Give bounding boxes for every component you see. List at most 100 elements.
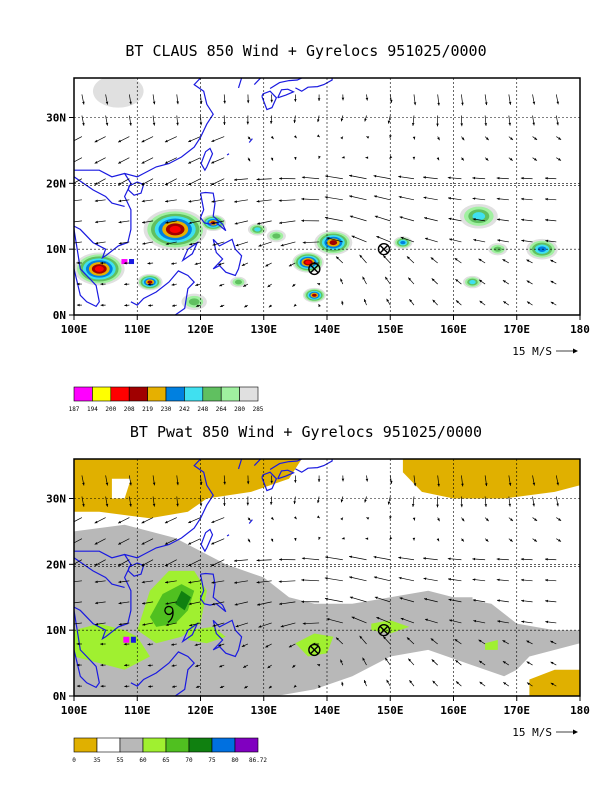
coastline: [253, 78, 262, 86]
wind-vector-head: [436, 504, 439, 508]
wind-vector-head: [373, 576, 377, 579]
wind-vector-head: [363, 680, 367, 684]
wind-vector: [373, 175, 391, 180]
wind-vector-head: [485, 137, 489, 141]
colorbar-swatch: [142, 737, 167, 753]
wind-vector-head: [473, 238, 477, 242]
wind-vector-head: [256, 559, 260, 562]
wind-vector-head: [544, 176, 548, 180]
wind-vector-head: [473, 619, 477, 623]
wind-vector-head: [437, 137, 440, 141]
wind-vector-head: [293, 537, 297, 541]
x-tick-label: 170E: [504, 704, 531, 717]
gyre-location-marker: [377, 623, 391, 637]
wind-vector-head: [301, 219, 304, 223]
wind-vector-head: [400, 617, 404, 621]
colorbar-label: 80: [231, 757, 239, 764]
wind-vector-head: [406, 256, 410, 260]
wind-vector-head: [293, 684, 297, 688]
wind-vector-head: [279, 558, 282, 561]
coastline: [269, 459, 303, 471]
wind-vector-head: [412, 537, 416, 541]
wind-vector-head: [341, 681, 344, 685]
wind-vector-head: [147, 643, 151, 646]
wind-vector-head: [270, 538, 274, 542]
vector-scale-arrowhead: [573, 729, 578, 735]
wind-vector-head: [363, 299, 367, 303]
wind-vector-head: [526, 661, 530, 665]
wind-vector-head: [293, 120, 297, 124]
wind-vector-head: [508, 482, 512, 486]
wind-vector-head: [270, 480, 274, 484]
pwat-moderate-region: [111, 478, 131, 499]
wind-vector-head: [234, 581, 238, 584]
colorbar-label: 264: [216, 406, 227, 413]
wind-vector-head: [374, 215, 378, 219]
wind-vector-head: [398, 195, 402, 199]
wind-vector-head: [497, 239, 501, 242]
wind-vector-head: [317, 500, 320, 504]
wind-vector-head: [94, 139, 98, 143]
wind-vector-head: [413, 102, 417, 106]
x-tick-label: 180: [570, 323, 590, 336]
wind-vector-head: [341, 156, 345, 159]
wind-vector-head: [503, 301, 507, 304]
x-tick-label: 150E: [377, 704, 404, 717]
wind-vector-head: [510, 518, 513, 521]
wind-vector-head: [472, 176, 476, 180]
colorbar-label: 55: [116, 757, 124, 764]
wind-vector-head: [509, 538, 513, 542]
wind-vector-head: [387, 120, 391, 124]
wind-vector-head: [188, 182, 192, 185]
wind-vector-head: [387, 501, 391, 505]
wind-vector-head: [376, 236, 380, 239]
wind-vector: [301, 579, 320, 582]
wind-vector-head: [171, 283, 175, 286]
wind-vector-head: [294, 99, 297, 102]
wind-vector-head: [141, 580, 145, 584]
wind-vector-head: [194, 262, 198, 266]
wind-vector-head: [279, 221, 282, 225]
gyre-cross: [309, 645, 319, 655]
wind-vector-head: [100, 261, 103, 265]
wind-vector-head: [171, 664, 175, 667]
wind-vector-head: [526, 301, 530, 305]
colorbar-swatch: [234, 737, 259, 753]
wind-vector-head: [408, 277, 412, 281]
wind-vector-head: [95, 241, 99, 245]
pwat-dry-region: [529, 669, 580, 696]
cloud-contour: [92, 78, 144, 108]
wind-vector-head: [472, 557, 476, 561]
wind-vector-head: [265, 644, 269, 648]
wind-vector-head: [188, 221, 192, 225]
wind-vector-head: [472, 197, 476, 200]
wind-vector-head: [152, 503, 156, 507]
wind-vector-head: [218, 643, 222, 647]
wind-vector-head: [502, 661, 506, 664]
wind-vector-head: [100, 303, 104, 307]
pwat-speck: [123, 636, 130, 643]
vector-scale-label: 15 M/S: [512, 726, 552, 739]
coastline: [74, 294, 75, 296]
colorbar-label: 194: [87, 406, 98, 413]
wind-vector-head: [301, 176, 305, 179]
wind-vector: [74, 601, 82, 604]
cloud-contour: [469, 279, 476, 285]
wind-vector-head: [431, 659, 435, 663]
wind-vector-head: [521, 620, 525, 624]
wind-vector-head: [460, 504, 464, 508]
wind-vector-head: [270, 99, 274, 103]
wind-vector-head: [234, 559, 237, 563]
colorbar-swatch: [184, 386, 204, 402]
wind-vector-head: [118, 580, 122, 584]
wind-vector-head: [302, 241, 306, 244]
wind-vector-head: [241, 263, 245, 266]
wind-vector-head: [456, 300, 459, 304]
wind-vector-head: [386, 679, 390, 683]
wind-vector-head: [244, 304, 248, 308]
wind-vector-head: [129, 482, 132, 486]
wind-vector-head: [301, 600, 304, 604]
x-tick-label: 160E: [440, 323, 467, 336]
wind-vector-head: [389, 155, 393, 159]
wind-vector-head: [223, 481, 226, 485]
